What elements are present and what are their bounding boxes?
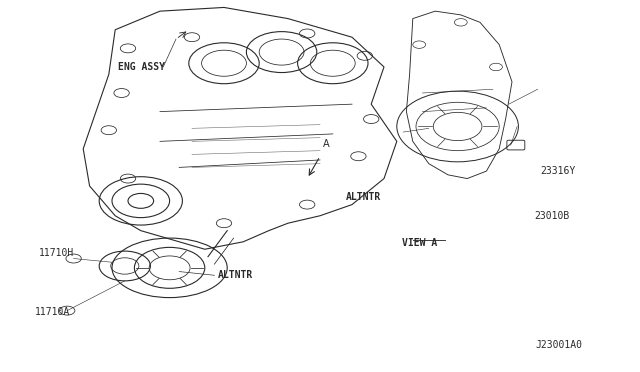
Text: 23316Y: 23316Y [541, 166, 576, 176]
Text: ALTNTR: ALTNTR [218, 270, 253, 280]
Text: ALTNTR: ALTNTR [346, 192, 381, 202]
Text: 11710A: 11710A [35, 308, 70, 317]
Text: 23010B: 23010B [534, 211, 570, 221]
Text: J23001A0: J23001A0 [536, 340, 582, 350]
Text: 11710H: 11710H [38, 248, 74, 258]
Text: VIEW A: VIEW A [401, 238, 437, 248]
Text: ENG ASSY: ENG ASSY [118, 62, 165, 72]
Text: A: A [323, 139, 330, 149]
